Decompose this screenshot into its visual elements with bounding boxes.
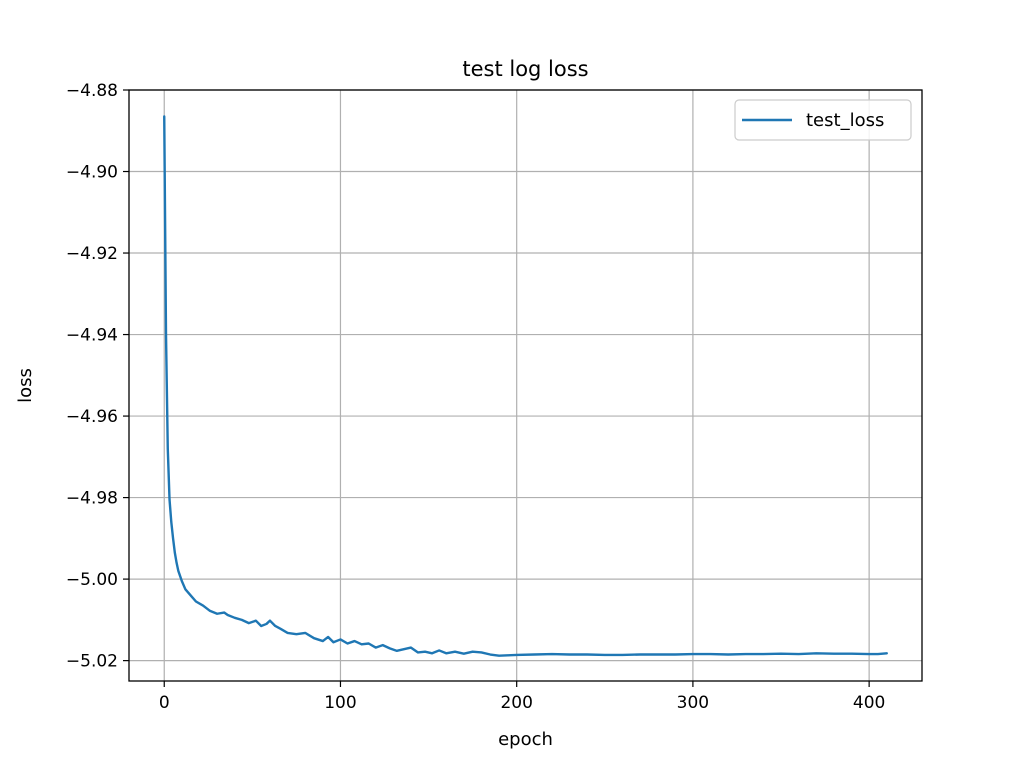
series-layer	[163, 115, 888, 657]
y-tick-label: −5.00	[66, 570, 118, 590]
y-tick-label: −4.92	[66, 244, 118, 264]
y-tick-label: −4.94	[66, 326, 118, 346]
legend-label-test-loss: test_loss	[806, 110, 884, 131]
y-tick-label: −4.96	[66, 407, 118, 427]
y-tick-label: −4.98	[66, 489, 118, 509]
chart-title: test log loss	[462, 57, 588, 81]
grid-lines	[129, 89, 922, 681]
y-tick-label: −4.90	[66, 163, 118, 183]
y-axis: −4.88 −4.90 −4.92 −4.94 −4.96 −4.98 −5.00 −5.02	[66, 81, 129, 672]
x-tick-label: 0	[159, 693, 170, 713]
y-tick-label: −4.88	[66, 81, 118, 101]
x-tick-label: 100	[324, 693, 356, 713]
y-axis-label: loss	[15, 368, 36, 403]
x-axis: 0 100 200 300 400	[159, 681, 885, 713]
legend-box	[734, 99, 912, 141]
plot-frame	[128, 89, 923, 682]
x-tick-label: 300	[677, 693, 709, 713]
x-axis-label: epoch	[498, 729, 553, 750]
y-tick-label: −5.02	[66, 652, 118, 672]
x-tick-label: 400	[853, 693, 885, 713]
legend: test_loss	[734, 99, 912, 141]
series-line-test-loss	[163, 115, 888, 657]
x-tick-label: 200	[500, 693, 532, 713]
